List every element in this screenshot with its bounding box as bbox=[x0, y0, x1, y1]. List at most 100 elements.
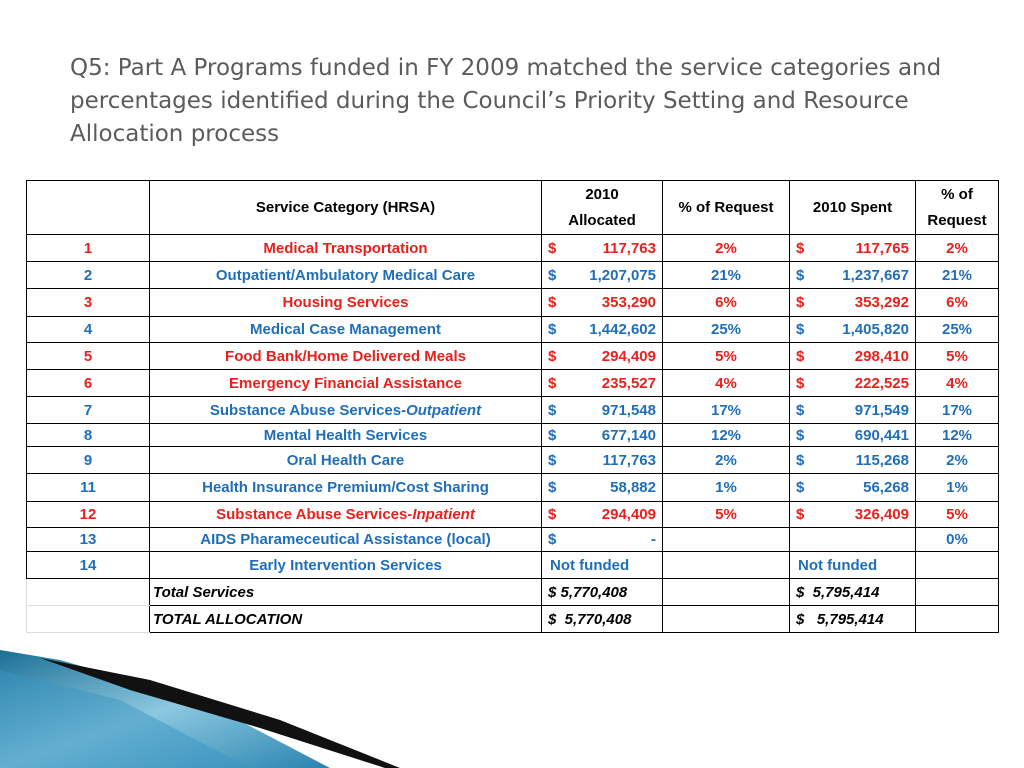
service-category: Food Bank/Home Delivered Meals bbox=[149, 342, 542, 370]
percent-text: 21% bbox=[941, 266, 973, 284]
service-name: Oral Health Care bbox=[286, 451, 405, 469]
service-name: Housing Services bbox=[282, 294, 409, 311]
amount: 1,207,075 bbox=[589, 266, 656, 284]
row-number: 7 bbox=[26, 396, 150, 424]
header-row: Service Category (HRSA) 2010 Allocated %… bbox=[26, 180, 999, 235]
allocated-amount: $677,140 bbox=[548, 427, 656, 444]
spent-amount: $971,549 bbox=[796, 402, 909, 419]
percent-text: 6% bbox=[715, 294, 737, 311]
percent-text: 5% bbox=[715, 347, 737, 365]
amount: 326,409 bbox=[854, 506, 909, 523]
spent: $222,525 bbox=[789, 369, 916, 397]
table-row: 9 Oral Health Care $117,763 2% $115,268 2% bbox=[26, 446, 999, 474]
allocated-amount: $1,442,602 bbox=[548, 321, 656, 338]
amount: 1,405,820 bbox=[842, 321, 909, 338]
allocated: $235,527 bbox=[541, 369, 663, 397]
table-row: 2 Outpatient/Ambulatory Medical Care $1,20… bbox=[26, 261, 999, 289]
currency: $ bbox=[548, 321, 557, 338]
spent: $115,268 bbox=[789, 446, 916, 474]
percent-text: 0% bbox=[946, 531, 968, 548]
percent-text: 17% bbox=[941, 401, 973, 419]
allocated: $677,140 bbox=[541, 423, 663, 447]
data-table: Service Category (HRSA) 2010 Allocated %… bbox=[26, 180, 999, 633]
currency: $ bbox=[548, 374, 557, 392]
service-name: Health Insurance Premium/Cost Sharing bbox=[202, 479, 489, 496]
spent-amount: $117,765 bbox=[796, 240, 909, 257]
currency: $ bbox=[796, 294, 805, 311]
service-name: Mental Health Services bbox=[263, 426, 428, 444]
allocated-amount: $235,527 bbox=[548, 375, 656, 392]
percent: 12% bbox=[915, 423, 999, 447]
percent-text: 25% bbox=[710, 321, 742, 338]
allocated: $ - bbox=[541, 527, 663, 552]
amount: 58,882 bbox=[610, 479, 656, 496]
service-category: AIDS Pharameceutical Assistance (local) bbox=[149, 527, 542, 552]
percent: 12% bbox=[662, 423, 790, 447]
currency: $ bbox=[796, 401, 805, 419]
service-name: Substance Abuse Services- bbox=[209, 401, 407, 419]
percent: 2% bbox=[662, 234, 790, 262]
amount: 115,268 bbox=[855, 451, 909, 469]
currency: $ bbox=[548, 266, 557, 284]
currency: $ bbox=[796, 347, 805, 365]
spent: $353,292 bbox=[789, 288, 916, 317]
currency: $ bbox=[796, 266, 805, 284]
amount: 690,441 bbox=[854, 426, 909, 444]
service-name: Early Intervention Services bbox=[249, 556, 442, 574]
service-qualifier: Inpatient bbox=[412, 506, 475, 523]
spent: $298,410 bbox=[789, 342, 916, 370]
table-row: 4 Medical Case Management $1,442,602 25% $1,… bbox=[26, 316, 999, 343]
row-number: 5 bbox=[26, 342, 150, 370]
percent: 21% bbox=[915, 261, 999, 289]
percent: 4% bbox=[662, 369, 790, 397]
percent bbox=[662, 551, 790, 579]
allocated-amount: $1,207,075 bbox=[548, 267, 656, 284]
table-row: 14 Early Intervention Services Not funded N… bbox=[26, 551, 999, 579]
spent-amount: $1,405,820 bbox=[796, 321, 909, 338]
service-name: Substance Abuse Services- bbox=[216, 506, 413, 523]
allocated-amount: $294,409 bbox=[548, 348, 656, 365]
amount: 117,763 bbox=[602, 239, 656, 257]
currency: $ bbox=[796, 451, 805, 469]
percent-text: 5% bbox=[946, 347, 968, 365]
service-category: Early Intervention Services bbox=[149, 551, 542, 579]
allocated: $971,548 bbox=[541, 396, 663, 424]
percent-text: 6% bbox=[946, 294, 968, 311]
service-qualifier: Outpatient bbox=[406, 401, 482, 419]
percent-text: 1% bbox=[715, 479, 737, 496]
percent: 5% bbox=[662, 342, 790, 370]
spent bbox=[789, 527, 916, 552]
percent-text: 1% bbox=[946, 479, 968, 496]
allocated-text: Not funded bbox=[550, 556, 630, 574]
spent: $1,237,667 bbox=[789, 261, 916, 289]
currency: $ bbox=[548, 531, 557, 548]
allocated: $294,409 bbox=[541, 501, 663, 528]
amount: 1,442,602 bbox=[589, 321, 656, 338]
table-row: 11 Health Insurance Premium/Cost Sharing $… bbox=[26, 473, 999, 502]
percent: 25% bbox=[662, 316, 790, 343]
allocated: $117,763 bbox=[541, 446, 663, 474]
percent bbox=[662, 527, 790, 552]
percent-text: 2% bbox=[715, 451, 737, 469]
row-number: 12 bbox=[26, 501, 150, 528]
percent: 6% bbox=[915, 288, 999, 317]
amount: - bbox=[651, 531, 656, 548]
percent: 25% bbox=[915, 316, 999, 343]
spent-amount: $298,410 bbox=[796, 348, 909, 365]
currency: $ bbox=[548, 479, 557, 496]
amount: 235,527 bbox=[601, 374, 656, 392]
amount: 677,140 bbox=[601, 426, 656, 444]
currency: $ bbox=[548, 294, 557, 311]
service-category: Outpatient/Ambulatory Medical Care bbox=[149, 261, 542, 289]
row-number: 13 bbox=[26, 527, 150, 552]
percent: 5% bbox=[915, 342, 999, 370]
spent: $56,268 bbox=[789, 473, 916, 502]
row-number: 4 bbox=[26, 316, 150, 343]
spent: $326,409 bbox=[789, 501, 916, 528]
spent: Not funded bbox=[789, 551, 916, 579]
row-number: 1 bbox=[26, 234, 150, 262]
row-number: 2 bbox=[26, 261, 150, 289]
table-row: 5 Food Bank/Home Delivered Meals $294,409 5… bbox=[26, 342, 999, 370]
amount: 117,763 bbox=[602, 451, 656, 469]
blank-header bbox=[26, 180, 150, 235]
